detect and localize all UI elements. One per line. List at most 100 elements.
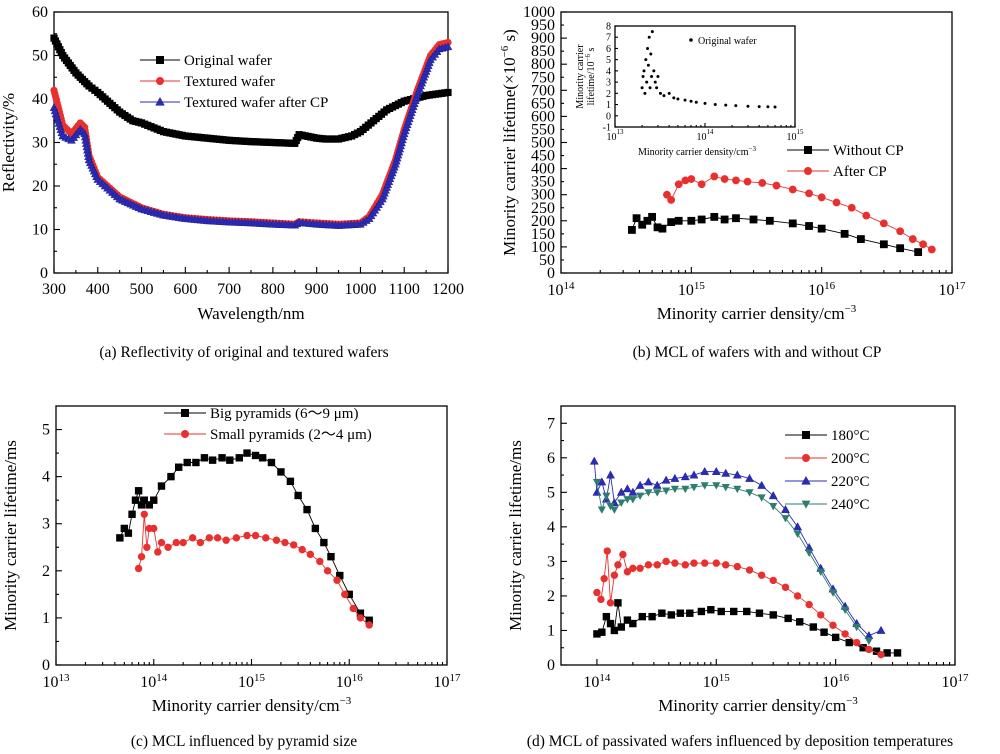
x-tick-label: 900	[305, 281, 329, 298]
x-axis-label: Minority carrier density/cm−3	[657, 303, 857, 323]
data-point	[840, 229, 849, 238]
series-line	[596, 481, 870, 642]
data-point	[732, 470, 742, 479]
data-point	[743, 177, 752, 186]
data-point	[597, 595, 605, 604]
data-point	[232, 534, 241, 542]
series-small-pyramids-2-4-m-	[134, 510, 373, 629]
y-tick-label: 5	[42, 422, 50, 439]
data-point	[610, 626, 619, 635]
data-point	[914, 248, 923, 257]
data-point	[788, 185, 797, 194]
data-point	[592, 478, 601, 487]
data-point	[710, 172, 719, 181]
data-point	[681, 176, 690, 185]
data-point	[681, 485, 690, 494]
x-axis-label: Minority carrier density/cm−3	[658, 695, 858, 715]
data-point	[681, 561, 689, 569]
y-tick-label: 5	[547, 484, 555, 501]
y-tick-label: 650	[531, 95, 555, 112]
inset-data-point	[676, 97, 680, 101]
data-point	[700, 482, 709, 490]
data-point	[167, 472, 175, 481]
x-axis-label: Minority carrier density/cm−3	[152, 695, 352, 715]
data-point	[218, 454, 226, 462]
x-tick-label: 1017	[942, 672, 970, 691]
data-point	[847, 203, 856, 212]
series-textured-wafer-after-cp	[49, 42, 453, 229]
data-point	[614, 599, 622, 607]
data-point	[208, 456, 217, 464]
data-point	[134, 564, 143, 573]
inset-data-point	[640, 86, 644, 90]
data-point	[116, 534, 124, 542]
data-point	[443, 42, 453, 51]
legend-label: Big pyramids (6～9 μm)	[210, 406, 358, 422]
inset-y-axis-label: Minority carrierlifetime/10−6 s	[575, 44, 597, 109]
y-tick-label: 6	[547, 450, 555, 467]
data-point	[635, 480, 645, 489]
data-point	[294, 491, 302, 500]
data-point	[164, 543, 172, 551]
data-point	[845, 638, 853, 647]
x-tick-label: 300	[42, 281, 66, 298]
y-tick-label: 0	[40, 265, 48, 282]
data-point	[356, 609, 365, 617]
inset-y-tick-label: 4	[606, 66, 611, 77]
data-point	[597, 477, 607, 486]
y-tick-label: 1000	[523, 4, 555, 21]
data-point	[671, 559, 679, 567]
data-point	[311, 524, 320, 533]
data-point	[644, 561, 653, 569]
x-tick-label: 1014	[548, 280, 576, 299]
data-point	[832, 198, 841, 207]
data-point	[137, 552, 146, 561]
data-point	[781, 515, 790, 523]
data-point	[701, 559, 709, 567]
data-point	[131, 496, 140, 504]
data-point	[175, 463, 183, 471]
data-point	[689, 484, 699, 492]
data-point	[336, 571, 344, 580]
inset-data-point	[646, 63, 650, 67]
data-point	[700, 466, 710, 475]
inset-data-point	[650, 30, 654, 34]
data-point	[628, 496, 637, 504]
data-point	[862, 211, 871, 220]
inset-data-point	[683, 98, 687, 102]
data-point	[769, 576, 777, 585]
data-point	[784, 614, 792, 623]
data-point	[755, 609, 764, 617]
y-tick-label: 500	[531, 135, 555, 152]
y-tick-label: 700	[531, 82, 555, 99]
y-tick-label: 20	[32, 178, 48, 195]
data-point	[603, 547, 611, 555]
data-point	[593, 588, 601, 597]
data-point	[781, 583, 790, 591]
panel-caption: (c) MCL influenced by pyramid size	[131, 733, 357, 750]
data-point	[243, 531, 251, 540]
y-tick-label: 1	[547, 622, 555, 639]
legend-label: 240°C	[831, 497, 870, 513]
inset-data-point	[644, 58, 648, 62]
inset-data-point	[689, 99, 693, 103]
x-tick-label: 400	[86, 281, 110, 298]
data-point	[720, 175, 729, 183]
data-point	[852, 623, 861, 632]
legend-swatch-marker	[181, 409, 189, 417]
data-point	[623, 568, 632, 576]
data-point	[636, 492, 645, 501]
legend: 180°C 200°C 220°C 240°C	[785, 428, 870, 513]
data-point	[365, 621, 373, 629]
inset-x-tick-label: 1014	[697, 128, 715, 143]
data-point	[154, 548, 162, 556]
x-tick-label: 1015	[703, 672, 731, 691]
data-point	[323, 567, 332, 575]
data-point	[841, 630, 849, 638]
data-point	[251, 451, 260, 460]
y-tick-label: 60	[32, 4, 48, 21]
data-point	[124, 529, 133, 537]
data-point	[793, 530, 802, 539]
data-point	[629, 564, 637, 573]
